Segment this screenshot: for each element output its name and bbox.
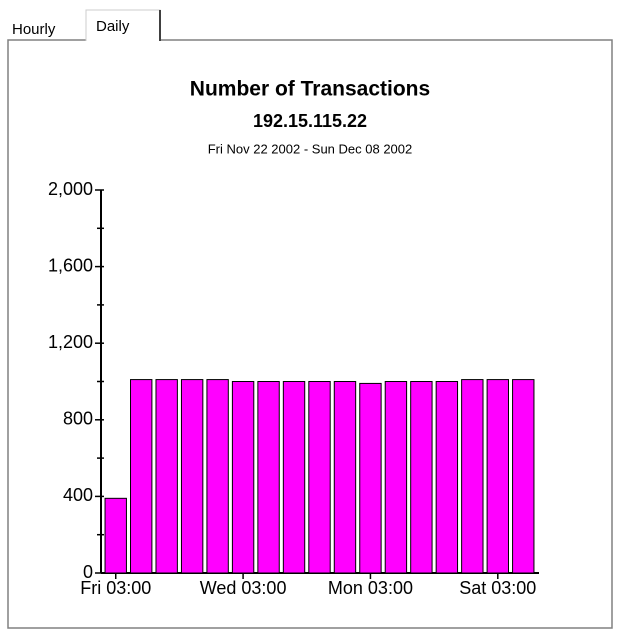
y-tick-label: 800 [63, 409, 93, 429]
chart-title: Number of Transactions [190, 78, 430, 101]
bar [308, 381, 331, 574]
x-tick-label: Mon 03:00 [328, 578, 413, 598]
bar [384, 381, 408, 574]
bar [486, 379, 509, 574]
x-tick-label: Sat 03:00 [459, 578, 536, 598]
chart-subtitle: 192.15.115.22 [253, 111, 367, 131]
y-tick-label: 1,200 [48, 332, 93, 352]
bar [282, 381, 306, 574]
x-tick-label: Wed 03:00 [200, 578, 287, 598]
y-tick-label: 400 [63, 485, 93, 505]
y-tick-label: 2,000 [48, 179, 93, 199]
bar [206, 379, 229, 574]
bar [130, 379, 153, 574]
bar [333, 381, 357, 574]
bar [435, 381, 459, 574]
x-tick-label: Fri 03:00 [80, 578, 151, 598]
bar [155, 379, 178, 574]
bar [104, 497, 127, 574]
bar [180, 379, 204, 574]
bar [359, 382, 382, 574]
y-tick-label: 0 [83, 562, 93, 582]
bar [410, 381, 433, 574]
tab-hourly[interactable]: Hourly [12, 21, 56, 38]
bar [257, 381, 280, 574]
date-range: Fri Nov 22 2002 - Sun Dec 08 2002 [208, 141, 413, 156]
tab-daily[interactable]: Daily [96, 18, 130, 35]
bar [231, 381, 255, 574]
bar [461, 379, 484, 574]
y-tick-label: 1,600 [48, 255, 93, 275]
bar [512, 379, 535, 574]
